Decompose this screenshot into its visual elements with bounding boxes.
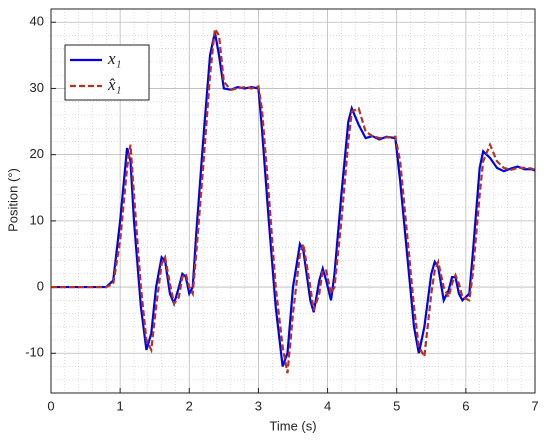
x-tick-label: 6 bbox=[462, 398, 469, 413]
legend-label: x₁ bbox=[107, 49, 121, 68]
x-tick-label: 7 bbox=[531, 398, 538, 413]
data-line bbox=[51, 31, 536, 367]
x-tick-label: 3 bbox=[255, 398, 262, 413]
legend-box bbox=[64, 44, 150, 101]
y-tick-label: 0 bbox=[37, 279, 44, 294]
y-tick-label: 10 bbox=[30, 212, 44, 227]
y-tick-label: 20 bbox=[30, 146, 44, 161]
x-tick-label: 0 bbox=[47, 398, 54, 413]
x-tick-label: 5 bbox=[393, 398, 400, 413]
y-axis-label: Position (°) bbox=[5, 168, 20, 232]
x-tick-label: 2 bbox=[186, 398, 193, 413]
y-tick-label: 30 bbox=[30, 80, 44, 95]
x-tick-label: 1 bbox=[117, 398, 124, 413]
y-tick-label: -10 bbox=[25, 345, 44, 360]
x-axis-label: Time (s) bbox=[269, 418, 316, 433]
legend-label: x̂₁ bbox=[107, 75, 121, 94]
data-line bbox=[51, 25, 536, 374]
x-tick-label: 4 bbox=[324, 398, 331, 413]
plot-frame bbox=[50, 8, 536, 394]
y-tick-label: 40 bbox=[30, 14, 44, 29]
